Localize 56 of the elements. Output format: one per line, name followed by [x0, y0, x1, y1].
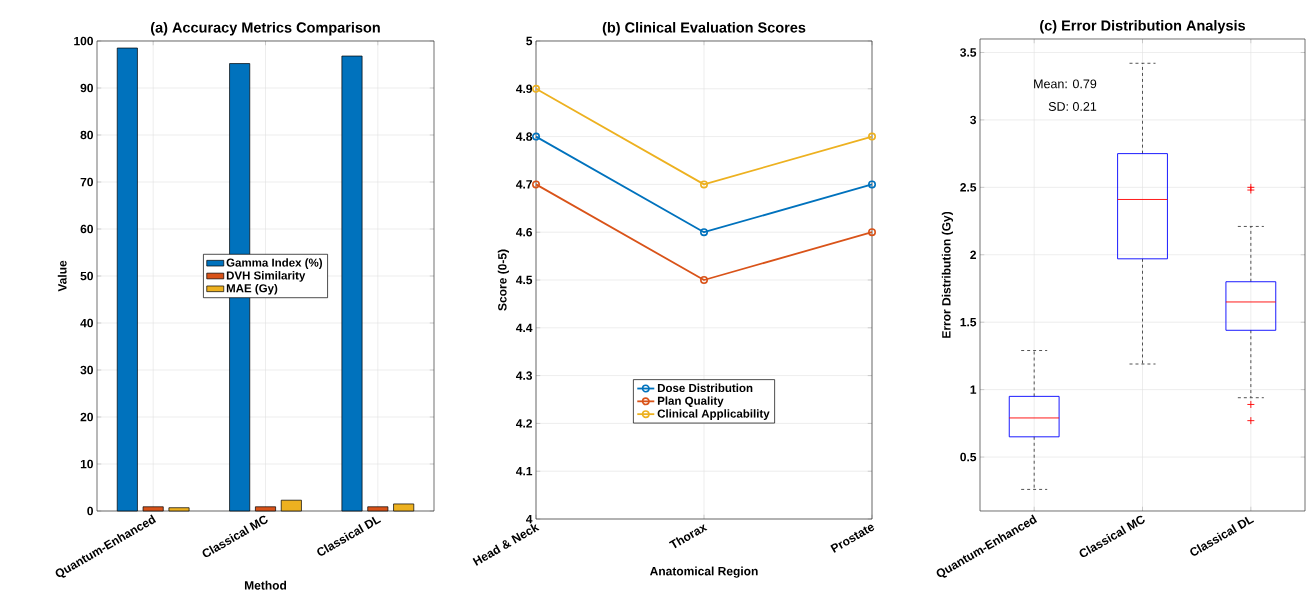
y-tick-label: 50	[80, 271, 93, 281]
annotation: Mean: 0.79	[1034, 79, 1097, 89]
y-tick-label: 80	[80, 130, 93, 140]
y-tick-label: 70	[80, 177, 93, 187]
y-tick-label: 4.6	[515, 227, 533, 237]
chart-title: (b) Clinical Evaluation Scores	[602, 21, 806, 36]
y-tick-label: 0.5	[960, 452, 977, 462]
y-tick-label: 4.4	[515, 323, 533, 332]
x-axis-title: Method	[244, 580, 287, 590]
x-axis-title: Anatomical Region	[649, 566, 758, 578]
y-tick-label: 10	[80, 459, 93, 469]
y-axis-title: Value	[57, 260, 67, 292]
legend-label: Dose Distribution	[657, 383, 753, 393]
y-tick-label: 4.7	[515, 180, 532, 189]
y-tick-label: 20	[80, 412, 93, 422]
y-tick-label: 2	[970, 250, 977, 259]
y-tick-label: 4.1	[515, 467, 533, 476]
y-tick-label: 3.5	[960, 48, 977, 57]
legend-label: Clinical Applicability	[657, 409, 770, 420]
y-axis-title: Score (0-5)	[497, 249, 509, 311]
y-tick-label: 2.5	[960, 183, 977, 192]
bar	[255, 506, 276, 512]
y-tick-label: 4	[526, 514, 533, 524]
y-tick-label: 90	[80, 83, 93, 93]
y-tick-label: 0	[87, 506, 93, 516]
y-tick-label: 4.8	[515, 132, 533, 141]
legend-label: MAE (Gy)	[226, 283, 278, 295]
bar	[341, 55, 363, 512]
legend-label: DVH Similarity	[226, 271, 306, 282]
point	[700, 276, 709, 284]
y-tick-label: 4.2	[515, 419, 532, 428]
y-tick-label: 5	[526, 36, 533, 46]
bar	[168, 507, 190, 512]
y-tick-label: 4.5	[515, 275, 533, 285]
point	[700, 180, 709, 189]
y-tick-label: 100	[74, 36, 93, 46]
legend-label: Plan Quality	[657, 396, 724, 408]
bar	[142, 506, 164, 512]
bar	[280, 499, 302, 512]
y-tick-label: 1.5	[960, 318, 977, 327]
point	[700, 228, 709, 237]
chart-title: (a) Accuracy Metrics Comparison	[150, 21, 380, 36]
y-tick-label: 60	[80, 224, 93, 234]
y-tick-label: 4.3	[515, 371, 533, 380]
chart-title: (c) Error Distribution Analysis	[1040, 19, 1246, 34]
bar	[116, 47, 138, 512]
bar	[367, 506, 389, 512]
y-tick-label: 40	[80, 318, 93, 328]
y-axis-title: Error Distribution (Gy)	[941, 211, 953, 338]
annotation: SD: 0.21	[1048, 102, 1097, 111]
y-tick-label: 3	[970, 115, 977, 125]
y-tick-label: 4.9	[515, 84, 533, 94]
bar	[393, 503, 415, 512]
legend-label: Gamma Index (%)	[226, 258, 323, 269]
y-tick-label: 30	[80, 365, 93, 375]
y-tick-label: 1	[970, 385, 977, 394]
